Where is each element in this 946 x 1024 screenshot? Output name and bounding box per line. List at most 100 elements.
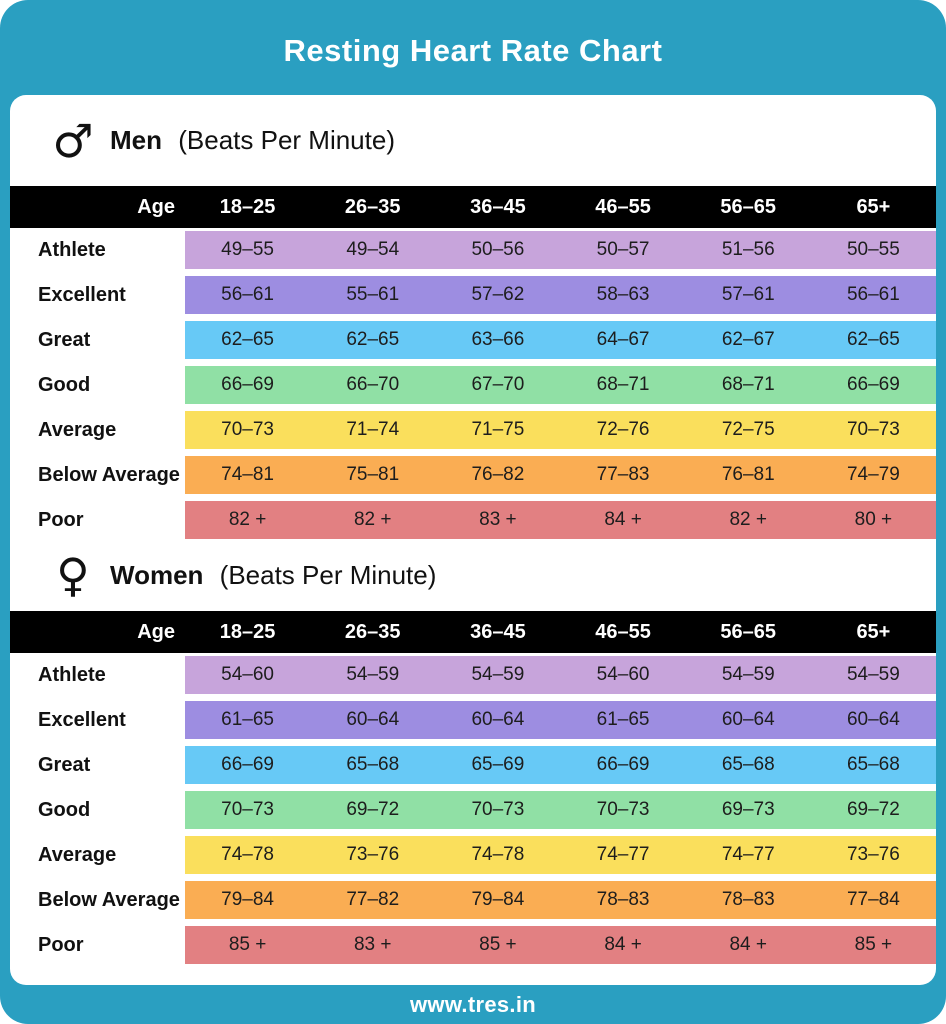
cell-value: 54–59 xyxy=(721,664,775,685)
row-label: Average xyxy=(38,843,117,866)
cell-value: 61–65 xyxy=(596,709,650,730)
cell-value: 65–69 xyxy=(471,754,525,775)
cell-value: 51–56 xyxy=(721,239,775,260)
row-band: 62–65 62–65 63–66 64–67 62–67 62–65 xyxy=(185,321,936,359)
cell-value: 69–72 xyxy=(846,799,900,820)
table-row: Poor 85 + 83 + 85 + 84 + 84 + 85 + xyxy=(10,926,936,964)
row-label: Below Average xyxy=(38,463,180,486)
col-header: 26–35 xyxy=(344,195,401,218)
col-header: 46–55 xyxy=(595,195,651,218)
cell-value: 54–60 xyxy=(596,664,650,685)
col-header: 56–65 xyxy=(720,195,777,218)
cell-value: 76–82 xyxy=(471,464,525,485)
cell-value: 62–65 xyxy=(346,329,400,350)
row-label: Great xyxy=(38,328,91,351)
cell-value: 82 + xyxy=(228,509,267,530)
cell-value: 74–79 xyxy=(846,464,900,485)
cell-value: 79–84 xyxy=(471,889,525,910)
cell-value: 50–56 xyxy=(471,239,525,260)
cell-value: 65–68 xyxy=(721,754,775,775)
cell-value: 76–81 xyxy=(721,464,775,485)
cell-value: 50–55 xyxy=(846,239,900,260)
row-label: Great xyxy=(38,753,91,776)
col-header: 65+ xyxy=(856,195,891,218)
title-banner: Resting Heart Rate Chart xyxy=(0,0,946,95)
cell-value: 70–73 xyxy=(846,419,900,440)
cell-value: 77–83 xyxy=(596,464,650,485)
cell-value: 62–65 xyxy=(846,329,900,350)
col-header: 46–55 xyxy=(595,620,651,643)
cell-value: 64–67 xyxy=(596,329,650,350)
men-table: Age 18–25 26–35 36–45 46–55 56–65 65+ At… xyxy=(10,186,936,539)
website-url: www.tres.in xyxy=(410,991,536,1017)
row-label: Good xyxy=(38,373,91,396)
cell-value: 83 + xyxy=(479,509,517,530)
row-band: 70–73 71–74 71–75 72–76 72–75 70–73 xyxy=(185,411,936,449)
row-band: 85 + 83 + 85 + 84 + 84 + 85 + xyxy=(185,926,936,964)
cell-value: 79–84 xyxy=(221,889,274,910)
chart-card: ♂ Men (Beats Per Minute) Age 18–25 26–35… xyxy=(10,95,936,985)
section-title-men: Men (Beats Per Minute) xyxy=(110,125,395,156)
cell-value: 68–71 xyxy=(721,374,775,395)
col-header: 36–45 xyxy=(470,620,526,643)
row-band: 74–81 75–81 76–82 77–83 76–81 74–79 xyxy=(185,456,936,494)
row-band: 82 + 82 + 83 + 84 + 82 + 80 + xyxy=(185,501,936,539)
cell-value: 71–75 xyxy=(471,419,525,440)
cell-value: 66–69 xyxy=(846,374,900,395)
section-subtitle: (Beats Per Minute) xyxy=(178,125,395,155)
cell-value: 60–64 xyxy=(471,709,525,730)
cell-value: 60–64 xyxy=(721,709,775,730)
section-heading-men: ♂ Men (Beats Per Minute) xyxy=(10,95,936,186)
cell-value: 84 + xyxy=(604,934,642,955)
cell-value: 65–68 xyxy=(846,754,900,775)
cell-value: 82 + xyxy=(729,509,767,530)
row-band: 54–60 54–59 54–59 54–60 54–59 54–59 xyxy=(185,656,936,694)
col-header: 18–25 xyxy=(219,620,276,643)
row-label: Poor xyxy=(38,508,84,531)
col-header: 18–25 xyxy=(219,195,276,218)
cell-value: 67–70 xyxy=(471,374,525,395)
col-header: 36–45 xyxy=(470,195,526,218)
cell-value: 70–73 xyxy=(221,799,274,820)
female-icon: ♀ xyxy=(56,548,90,602)
col-header-age: Age xyxy=(137,620,175,643)
row-label: Excellent xyxy=(38,708,126,731)
male-icon: ♂ xyxy=(52,113,94,168)
cell-value: 71–74 xyxy=(346,419,400,440)
cell-value: 85 + xyxy=(854,934,893,955)
cell-value: 58–63 xyxy=(596,284,650,305)
cell-value: 84 + xyxy=(604,509,642,530)
cell-value: 50–57 xyxy=(596,239,650,260)
table-row: Below Average 74–81 75–81 76–82 77–83 76… xyxy=(10,456,936,494)
cell-value: 77–84 xyxy=(846,889,900,910)
section-subtitle: (Beats Per Minute) xyxy=(219,559,437,590)
col-header: 56–65 xyxy=(720,620,777,643)
cell-value: 75–81 xyxy=(346,464,400,485)
cell-value: 63–66 xyxy=(471,329,525,350)
cell-value: 66–69 xyxy=(221,374,274,395)
cell-value: 62–67 xyxy=(721,329,775,350)
row-label: Good xyxy=(38,798,91,821)
table-header: Age 18–25 26–35 36–45 46–55 56–65 65+ xyxy=(10,611,936,653)
cell-value: 65–68 xyxy=(346,754,400,775)
cell-value: 57–62 xyxy=(471,284,525,305)
table-row: Good 66–69 66–70 67–70 68–71 68–71 66–69 xyxy=(10,366,936,404)
cell-value: 73–76 xyxy=(346,844,400,865)
cell-value: 54–59 xyxy=(846,664,900,685)
col-header: 65+ xyxy=(856,620,891,643)
table-row: Athlete 54–60 54–59 54–59 54–60 54–59 54… xyxy=(10,656,936,694)
cell-value: 72–76 xyxy=(596,419,650,440)
cell-value: 49–54 xyxy=(346,239,400,260)
col-header-age: Age xyxy=(137,195,175,218)
section-heading-women: ♀ Women (Beats Per Minute) xyxy=(10,539,936,611)
cell-value: 55–61 xyxy=(346,284,400,305)
row-label: Excellent xyxy=(38,283,126,306)
cell-value: 74–77 xyxy=(721,844,775,865)
cell-value: 70–73 xyxy=(471,799,525,820)
cell-value: 56–61 xyxy=(221,284,274,305)
table-row: Great 62–65 62–65 63–66 64–67 62–67 62–6… xyxy=(10,321,936,359)
cell-value: 54–59 xyxy=(346,664,400,685)
cell-value: 62–65 xyxy=(221,329,274,350)
